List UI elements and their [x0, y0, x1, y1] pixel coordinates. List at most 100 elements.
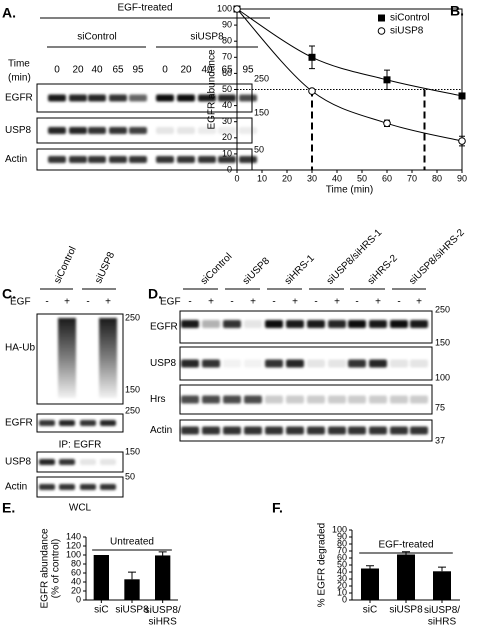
x-tick-label: 0 — [234, 173, 239, 183]
band — [48, 94, 66, 102]
band — [59, 420, 75, 426]
x-tick-label: 90 — [457, 173, 467, 183]
marker: 250 — [125, 312, 140, 322]
band — [39, 420, 55, 426]
y-tick-label: 100 — [217, 3, 232, 13]
bar — [433, 571, 451, 600]
y-tick-label: 120 — [66, 540, 81, 550]
y-tick-label: 60 — [71, 567, 81, 577]
band — [80, 420, 96, 426]
series-curve — [236, 8, 463, 97]
band — [202, 320, 220, 328]
band — [129, 94, 147, 102]
egf-sign: - — [86, 297, 89, 308]
y-axis-label: (% of control) — [51, 539, 62, 598]
band — [177, 127, 195, 134]
group-label: siUSP8 — [93, 250, 117, 285]
band — [181, 395, 199, 404]
band — [181, 359, 199, 368]
egf-sign: + — [334, 297, 340, 308]
time: 0 — [54, 65, 60, 76]
row-label: USP8 — [150, 358, 177, 369]
error-bar — [438, 566, 446, 572]
y-tick-label: 20 — [71, 585, 81, 595]
band — [410, 426, 428, 435]
y-tick-label: 60 — [222, 68, 232, 78]
x-tick-label: 40 — [332, 173, 342, 183]
marker: 150 — [254, 107, 269, 117]
annotation: EGF-treated — [378, 540, 433, 551]
egf-sign: + — [416, 297, 422, 308]
panel-label: C. — [2, 286, 16, 302]
blot — [179, 310, 433, 344]
y-tick-label: 40 — [337, 566, 347, 576]
band — [156, 94, 174, 102]
band — [239, 156, 257, 163]
band — [369, 426, 387, 435]
band — [198, 127, 216, 134]
egf-sign: + — [292, 297, 298, 308]
band — [177, 94, 195, 102]
band — [369, 359, 387, 368]
y-tick-label: 20 — [222, 132, 232, 142]
band — [69, 94, 87, 102]
band — [202, 426, 220, 435]
marker: 250 — [254, 73, 269, 83]
band — [59, 459, 75, 465]
marker: 250 — [435, 304, 450, 314]
row-label: EGFR — [5, 418, 33, 429]
band — [369, 395, 387, 404]
time: 20 — [180, 65, 192, 76]
band — [109, 94, 127, 102]
y-axis-label: EGFR abundance — [207, 49, 218, 129]
legend-marker — [378, 14, 385, 22]
egf-sign: + — [105, 297, 111, 308]
x-tick-label: siUSP8/siHRS — [145, 605, 181, 628]
egf-sign: + — [375, 297, 381, 308]
y-tick-label: 80 — [222, 36, 232, 46]
wcl-label: WCL — [69, 503, 92, 514]
x-tick-label: 10 — [257, 173, 267, 183]
group-label: siHRS-1 — [283, 253, 317, 287]
error-bar — [158, 551, 167, 556]
x-axis-label: Time (min) — [326, 185, 373, 196]
band — [307, 320, 325, 328]
band — [348, 395, 366, 404]
marker: 150 — [435, 337, 450, 347]
egf-sign: - — [188, 297, 191, 308]
band — [239, 94, 257, 102]
y-tick-label: 20 — [337, 580, 347, 590]
y-tick-label: 90 — [222, 19, 232, 29]
band — [223, 359, 241, 368]
band — [265, 320, 283, 328]
group-label: siControl — [52, 245, 79, 285]
bar — [397, 554, 415, 600]
band — [181, 320, 199, 328]
band — [202, 395, 220, 404]
y-tick-label: 10 — [222, 148, 232, 158]
band — [348, 320, 366, 328]
egf-label: EGF — [160, 297, 181, 308]
egf-sign: + — [208, 297, 214, 308]
group-label: siUSP8/siHRS-2 — [407, 227, 467, 287]
group-label: siHRS-2 — [366, 253, 400, 287]
bar — [93, 555, 109, 600]
band — [390, 359, 408, 368]
band — [390, 426, 408, 435]
band — [100, 420, 116, 426]
band — [286, 359, 304, 368]
band — [244, 320, 262, 328]
band — [239, 127, 257, 134]
band — [390, 395, 408, 404]
band — [286, 395, 304, 404]
marker: 100 — [435, 372, 450, 382]
band — [328, 359, 346, 368]
ip-label: IP: EGFR — [59, 440, 102, 451]
data-point — [458, 137, 466, 145]
band — [202, 359, 220, 368]
marker: 75 — [435, 402, 445, 412]
legend-entry: siUSP8 — [390, 26, 424, 37]
band — [286, 426, 304, 435]
band — [39, 459, 55, 465]
y-tick-label: 40 — [71, 576, 81, 586]
